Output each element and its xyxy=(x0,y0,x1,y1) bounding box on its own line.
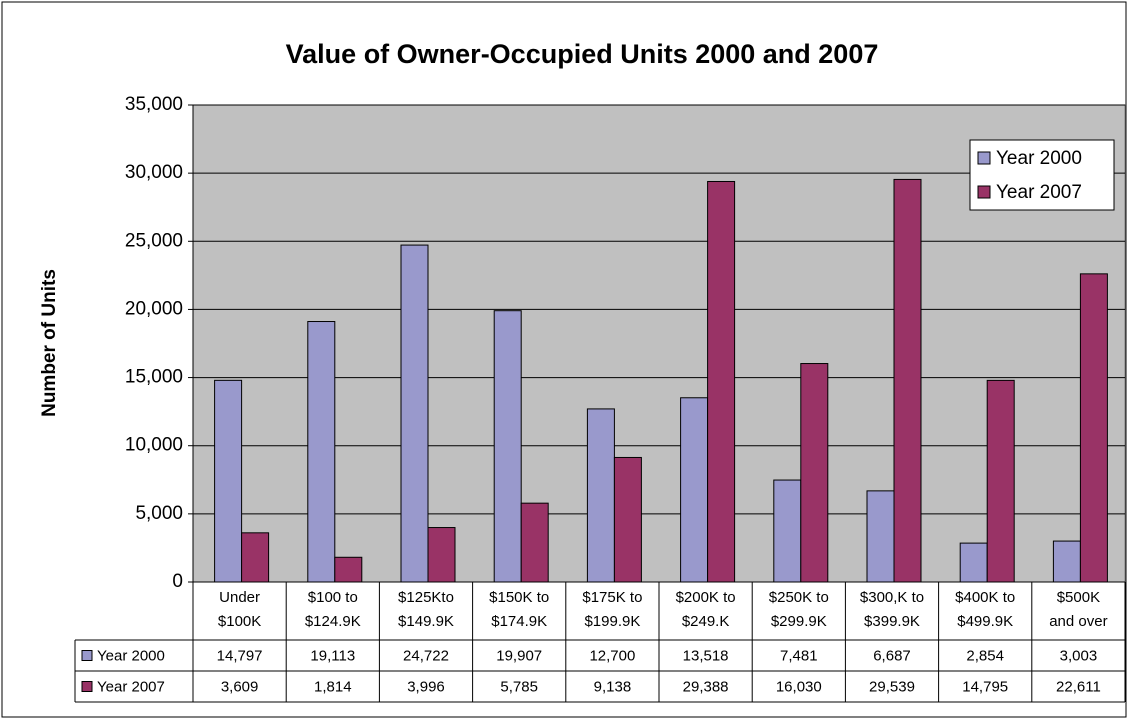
bar xyxy=(1079,273,1108,583)
table-value: 3,003 xyxy=(1060,647,1098,664)
table-value: 3,996 xyxy=(407,678,445,695)
y-tick-label: 10,000 xyxy=(125,435,183,456)
y-tick-label: 30,000 xyxy=(125,162,183,183)
bar xyxy=(680,397,709,583)
x-tick-label: $250K to $299.9K xyxy=(769,589,829,630)
table-value: 2,854 xyxy=(966,647,1004,664)
x-tick-label: $500K and over xyxy=(1049,589,1107,630)
table-value: 22,611 xyxy=(1056,678,1101,695)
legend-key xyxy=(977,185,991,199)
table-value: 1,814 xyxy=(314,678,352,695)
table-series-name: Year 2007 xyxy=(97,678,165,695)
table-value: 24,722 xyxy=(403,647,449,664)
y-tick-label: 35,000 xyxy=(125,94,183,115)
bar xyxy=(613,456,642,583)
y-tick-label: 20,000 xyxy=(125,298,183,319)
table-value: 13,518 xyxy=(683,647,729,664)
bar xyxy=(400,244,429,583)
y-tick-label: 15,000 xyxy=(125,367,183,388)
legend-label: Year 2000 xyxy=(996,148,1082,169)
x-tick-label: $400K to $499.9K xyxy=(955,589,1015,630)
bar xyxy=(893,178,922,583)
table-series-name: Year 2000 xyxy=(97,647,165,664)
y-tick-label: 25,000 xyxy=(125,230,183,251)
bar xyxy=(986,379,1015,583)
bar xyxy=(773,479,802,583)
bar xyxy=(959,542,988,583)
table-legend-key xyxy=(81,681,93,692)
table-value: 3,609 xyxy=(221,678,259,695)
table-value: 12,700 xyxy=(589,647,635,664)
legend xyxy=(969,139,1115,211)
table-value: 7,481 xyxy=(780,647,818,664)
table-legend-key xyxy=(81,650,93,661)
legend-label: Year 2007 xyxy=(996,182,1082,203)
bar xyxy=(866,490,895,583)
bar xyxy=(1052,540,1081,583)
x-tick-label: $125Kto $149.9K xyxy=(398,589,454,630)
bar xyxy=(214,379,243,583)
table-value: 5,785 xyxy=(500,678,538,695)
table-value: 6,687 xyxy=(873,647,911,664)
table-value: 29,388 xyxy=(683,678,729,695)
x-tick-label: $300,K to $399.9K xyxy=(860,589,924,630)
chart-title: Value of Owner-Occupied Units 2000 and 2… xyxy=(286,39,879,69)
table-value: 16,030 xyxy=(776,678,822,695)
y-axis-label: Number of Units xyxy=(39,269,60,417)
bar xyxy=(520,502,549,583)
bar xyxy=(800,363,829,583)
y-tick-label: 0 xyxy=(172,571,183,592)
table-value: 14,795 xyxy=(962,678,1008,695)
bar xyxy=(427,527,456,583)
table-value: 19,907 xyxy=(496,647,542,664)
legend-key xyxy=(977,151,991,165)
bar xyxy=(334,556,363,583)
bar xyxy=(586,408,615,583)
table-value: 9,138 xyxy=(594,678,632,695)
table-value: 29,539 xyxy=(869,678,915,695)
x-tick-label: Under $100K xyxy=(218,589,261,630)
bar xyxy=(241,532,270,583)
bar xyxy=(493,310,522,583)
x-tick-label: $200K to $249.K xyxy=(676,589,736,630)
x-tick-label: $150K to $174.9K xyxy=(489,589,549,630)
table-value: 19,113 xyxy=(310,647,355,664)
x-tick-label: $175K to $199.9K xyxy=(582,589,642,630)
y-tick-label: 5,000 xyxy=(135,503,183,524)
bar xyxy=(307,321,336,583)
bar xyxy=(707,180,736,583)
table-value: 14,797 xyxy=(217,647,263,664)
x-tick-label: $100 to $124.9K xyxy=(305,589,361,630)
